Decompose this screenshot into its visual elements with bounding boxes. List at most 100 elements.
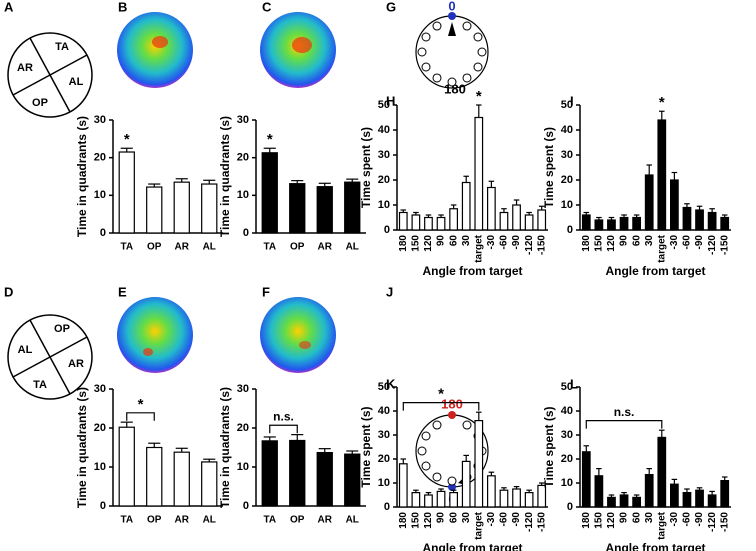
x-tick-label: 60	[631, 235, 642, 247]
bar	[669, 179, 679, 231]
arena-diagram: 0 180	[415, 0, 489, 96]
quadrant-label: AR	[17, 62, 33, 74]
x-tick-label: -60	[682, 512, 693, 527]
panel-label: F	[262, 284, 270, 299]
arena-hole	[477, 47, 487, 57]
y-tick-label: 40	[561, 405, 573, 417]
x-tick-label: AR	[175, 242, 190, 253]
x-tick-label: -30	[669, 512, 680, 527]
bar	[118, 426, 135, 507]
x-tick-label: -90	[694, 512, 705, 527]
quadrant-label: AL	[18, 344, 33, 356]
y-axis-label: Time spent (s)	[359, 406, 373, 487]
y-axis-label: Time spent (s)	[359, 127, 373, 208]
y-axis-label: Time spent (s)	[542, 406, 556, 487]
x-tick-label: 30	[644, 512, 655, 524]
y-tick-label: 10	[561, 477, 573, 489]
y-tick-label: 40	[378, 405, 390, 417]
x-tick-label: 90	[436, 512, 447, 524]
bar	[644, 174, 654, 231]
annotation: *	[476, 88, 482, 105]
bar	[707, 211, 717, 231]
bar	[632, 216, 641, 231]
bar	[461, 460, 471, 508]
y-tick-label: 10	[94, 189, 106, 201]
quadrant-diagram: OP AR TA AL	[7, 314, 93, 400]
panel-label: B	[118, 0, 127, 14]
arena-hole	[462, 420, 472, 430]
y-tick-label: 0	[567, 224, 573, 236]
bar	[720, 480, 730, 508]
x-tick-label: -90	[511, 235, 522, 250]
bar	[146, 446, 163, 507]
bar	[594, 475, 604, 508]
bar	[632, 496, 641, 508]
bar	[201, 461, 218, 507]
y-tick-label: 30	[94, 114, 106, 126]
x-tick-label: -90	[511, 512, 522, 527]
panel-label: L	[570, 376, 578, 391]
bar	[424, 216, 433, 231]
x-tick-label: 180	[581, 512, 592, 529]
x-tick-label: AR	[318, 515, 333, 526]
x-tick-label: 30	[461, 512, 472, 524]
y-tick-label: 30	[237, 114, 249, 126]
arena-hole	[447, 476, 457, 486]
quadrant-label: AL	[69, 76, 84, 88]
x-tick-label: -30	[486, 512, 497, 527]
arena-hole	[462, 21, 472, 31]
heatmap	[117, 12, 336, 373]
bar	[499, 489, 509, 508]
panel-label: E	[118, 284, 127, 299]
x-tick-label: -60	[682, 235, 693, 250]
bracket	[126, 412, 155, 421]
arena-hole	[462, 73, 472, 83]
arena-hole	[421, 32, 431, 42]
y-tick-label: 10	[237, 189, 249, 201]
arena-hole	[417, 47, 427, 57]
bar	[695, 489, 704, 508]
y-tick-label: 20	[561, 174, 573, 186]
bar	[581, 451, 591, 508]
bar	[682, 206, 692, 231]
panel-label: I	[570, 93, 574, 108]
panel-label: D	[4, 284, 13, 299]
x-tick-label: -120	[707, 235, 718, 255]
bar	[461, 181, 471, 231]
bar	[436, 216, 446, 231]
y-tick-label: 0	[567, 501, 573, 513]
bar	[316, 451, 333, 507]
x-tick-label: 180	[398, 235, 409, 252]
bar	[499, 211, 509, 231]
bar	[607, 496, 616, 508]
bar	[316, 186, 333, 234]
panel-label: J	[386, 284, 393, 299]
bracket	[269, 424, 298, 434]
x-tick-label: AL	[346, 515, 359, 526]
arena-hole	[473, 62, 483, 72]
annotation: *	[124, 131, 130, 148]
y-tick-label: 40	[561, 124, 573, 136]
bar	[537, 484, 547, 508]
x-axis-label: Angle from target	[605, 264, 705, 278]
x-tick-label: AL	[346, 242, 359, 253]
bar	[261, 152, 278, 234]
x-axis-label: Angle from target	[422, 264, 522, 278]
x-tick-label: 150	[411, 512, 422, 529]
x-tick-label: target	[473, 511, 484, 539]
y-tick-label: 20	[237, 152, 249, 164]
panel-label: G	[386, 0, 396, 14]
y-tick-label: 0	[384, 501, 390, 513]
y-tick-label: 30	[378, 149, 390, 161]
y-tick-label: 0	[243, 227, 249, 239]
bar	[607, 219, 616, 231]
y-tick-label: 20	[94, 152, 106, 164]
x-tick-label: -150	[536, 512, 547, 532]
bar	[449, 208, 459, 231]
y-tick-label: 10	[94, 461, 106, 473]
x-tick-label: TA	[120, 515, 133, 526]
x-tick-label: AR	[318, 242, 333, 253]
bar	[398, 211, 408, 231]
bar	[657, 436, 667, 508]
y-tick-label: 30	[237, 383, 249, 395]
